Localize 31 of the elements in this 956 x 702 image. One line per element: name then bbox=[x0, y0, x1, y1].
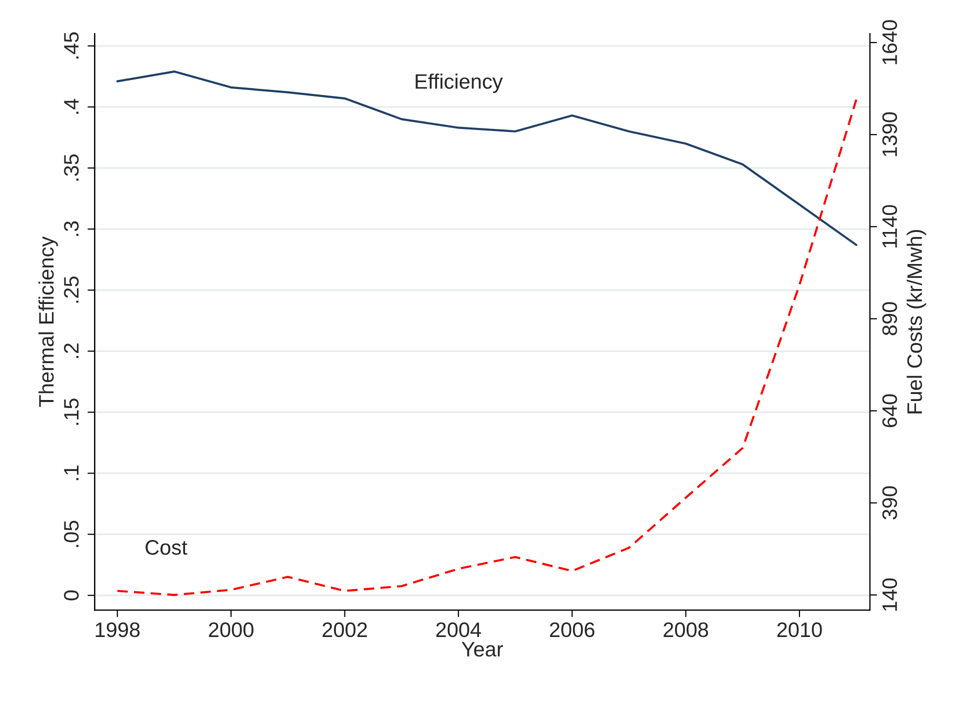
y2-tick-label: 890 bbox=[882, 302, 898, 336]
y-tick-label: .45 bbox=[64, 32, 79, 58]
x-tick-label: 2000 bbox=[208, 622, 254, 638]
y2-tick-label: 1390 bbox=[882, 112, 898, 156]
series-label: Cost bbox=[146, 540, 188, 555]
y-tick-label: .4 bbox=[64, 98, 79, 114]
y2-tick-label: 390 bbox=[882, 486, 898, 520]
y-tick-label: .1 bbox=[64, 466, 79, 480]
y2-tick-label: 1640 bbox=[882, 20, 898, 64]
y-tick-label: .35 bbox=[64, 154, 79, 181]
y2-tick-label: 1140 bbox=[882, 205, 898, 248]
y-tick-label: 0 bbox=[64, 590, 79, 600]
line-series bbox=[116, 70, 858, 246]
x-tick-label: 2006 bbox=[550, 622, 594, 638]
y-axis-title: Thermal Efficiency bbox=[38, 236, 58, 407]
x-tick-label: 1998 bbox=[96, 622, 140, 638]
x-tick-label: 2004 bbox=[436, 622, 481, 638]
x-tick-label: 2010 bbox=[777, 622, 822, 638]
x-axis-title: Year bbox=[462, 642, 504, 657]
y2-tick-label: 640 bbox=[882, 394, 898, 428]
line-series bbox=[116, 98, 858, 596]
x-tick-label: 2002 bbox=[322, 622, 367, 638]
y-tick-label: .05 bbox=[64, 520, 79, 547]
y-tick-label: .25 bbox=[64, 276, 79, 303]
y-tick-label: .3 bbox=[64, 221, 79, 236]
series-label: Efficiency bbox=[416, 74, 503, 93]
x-tick-label: 2008 bbox=[664, 622, 708, 638]
y-tick-label: .2 bbox=[64, 344, 79, 358]
y-tick-label: .15 bbox=[64, 398, 79, 425]
y2-axis-title: Fuel Costs (kr/Mwh) bbox=[906, 230, 926, 414]
y2-tick-label: 140 bbox=[882, 578, 898, 611]
